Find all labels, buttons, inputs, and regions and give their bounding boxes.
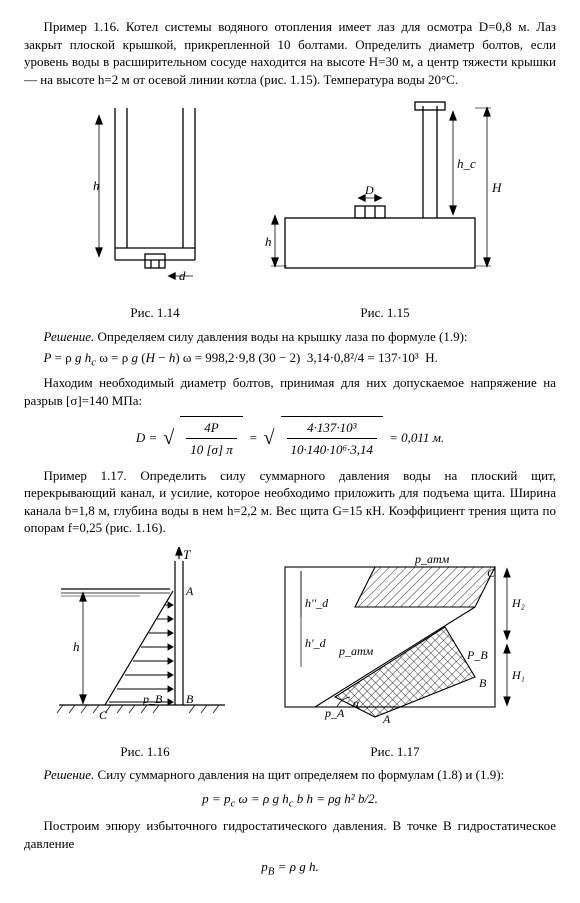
fig117-PB: P_B bbox=[466, 648, 488, 662]
fig117-H1: H₁ bbox=[511, 668, 525, 682]
solution-label-2: Решение. bbox=[44, 767, 95, 782]
figure-116-wrap: T A B C h p_B Рис. 1.16 bbox=[55, 547, 235, 761]
fig117-A: A bbox=[382, 712, 391, 726]
fig114-d-label: d bbox=[179, 268, 186, 283]
figure-115-caption: Рис. 1.15 bbox=[265, 304, 505, 322]
fig117-pA: p_A bbox=[324, 706, 345, 720]
fig115-D-label: D bbox=[364, 183, 374, 197]
fig116-C: C bbox=[99, 708, 108, 722]
figure-116-caption: Рис. 1.16 bbox=[55, 743, 235, 761]
formula-116-2: D = √ 4P 10 [σ] π = √ 4·137·10³ 10·140·1… bbox=[24, 416, 556, 461]
fig116-pB: p_B bbox=[142, 692, 163, 706]
solution-117-body-a: Силу суммарного давления на щит определя… bbox=[98, 767, 505, 782]
solution-117-text-a: Решение. Силу суммарного давления на щит… bbox=[24, 766, 556, 784]
formula-117-2: pB = ρ g h. bbox=[24, 858, 556, 879]
fig117-hd1: h'_d bbox=[305, 636, 327, 650]
fig114-h-label: h bbox=[93, 178, 100, 193]
solution-116-text-a: Решение. Определяем силу давления воды н… bbox=[24, 328, 556, 346]
formula-116-1: P = ρ g hc ω = ρ g (H − h) ω = 998,2·9,8… bbox=[24, 349, 556, 370]
figure-117-wrap: p_атм p_атм p_A P_B h''_d h'_d H₂ H₁ A B… bbox=[265, 547, 525, 761]
fig117-patm2: p_атм bbox=[338, 644, 374, 658]
fig115-h-label: h bbox=[265, 234, 272, 249]
figure-row-2: T A B C h p_B Рис. 1.16 bbox=[24, 547, 556, 761]
fig117-alpha: α bbox=[353, 696, 360, 710]
figure-row-1: h d Рис. 1.14 bbox=[24, 98, 556, 322]
fig116-A: A bbox=[185, 584, 194, 598]
fig116-h: h bbox=[73, 639, 80, 654]
fig116-B: B bbox=[186, 692, 194, 706]
solution-116-text-b: Находим необходимый диаметр болтов, прин… bbox=[24, 374, 556, 409]
solution-116-body-a: Определяем силу давления воды на крышку … bbox=[98, 329, 468, 344]
figure-117-caption: Рис. 1.17 bbox=[265, 743, 525, 761]
figure-114-svg: h d bbox=[75, 98, 235, 298]
fig117-H2: H₂ bbox=[511, 596, 525, 610]
example-117-statement: Пример 1.17. Определить силу суммарного … bbox=[24, 467, 556, 537]
fig117-B: B bbox=[479, 676, 487, 690]
fig117-hd2: h''_d bbox=[305, 596, 329, 610]
figure-114-caption: Рис. 1.14 bbox=[75, 304, 235, 322]
figure-114-wrap: h d Рис. 1.14 bbox=[75, 98, 235, 322]
example-116-statement: Пример 1.16. Котел системы водяного отоп… bbox=[24, 18, 556, 88]
fig116-T: T bbox=[183, 547, 191, 562]
fig115-hc-label: h_c bbox=[457, 156, 476, 171]
figure-115-svg: D H h_c h bbox=[265, 98, 505, 298]
solution-label: Решение. bbox=[44, 329, 95, 344]
formula-117-1: p = pc ω = ρ g hc b h = ρg h² b/2. bbox=[24, 790, 556, 811]
figure-116-svg: T A B C h p_B bbox=[55, 547, 235, 737]
fig117-C: C bbox=[487, 566, 496, 580]
solution-117-text-b: Построим эпюру избыточного гидростатичес… bbox=[24, 817, 556, 852]
fig115-H-label: H bbox=[491, 180, 502, 195]
figure-115-wrap: D H h_c h Рис. 1.15 bbox=[265, 98, 505, 322]
figure-117-svg: p_атм p_атм p_A P_B h''_d h'_d H₂ H₁ A B… bbox=[265, 547, 525, 737]
fig117-patm1: p_атм bbox=[414, 552, 450, 566]
